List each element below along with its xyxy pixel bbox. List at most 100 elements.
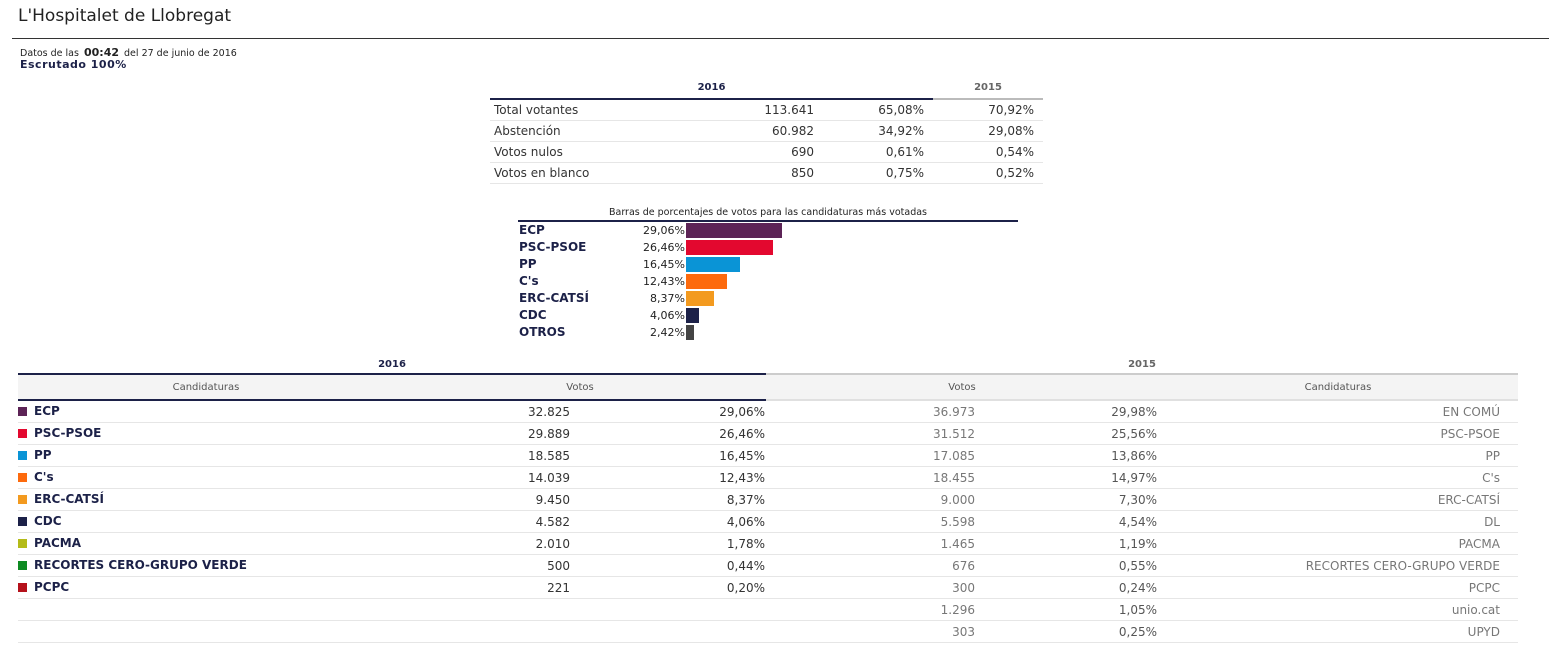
table-row: 1.296 1,05% unio.cat bbox=[18, 599, 1518, 621]
pct-2016: 4,06% bbox=[726, 515, 765, 529]
votes-2016: 221 bbox=[547, 581, 570, 595]
party-name: PSC-PSOE bbox=[34, 426, 102, 440]
chart-category-label: PSC-PSOE bbox=[519, 240, 587, 254]
votes-2016: 9.450 bbox=[535, 493, 570, 507]
summary-year-2016: 2016 bbox=[697, 82, 726, 93]
party-color-swatch bbox=[18, 429, 27, 438]
chart-bar-row: CDC 4,06% bbox=[518, 307, 1018, 324]
summary-pct-2016: 34,92% bbox=[878, 124, 924, 138]
chart-bar bbox=[686, 223, 782, 238]
votes-2015: 5.598 bbox=[940, 515, 975, 529]
party-name-2015: C's bbox=[1482, 471, 1500, 485]
table-row: RECORTES CERO-GRUPO VERDE 500 0,44% 676 0,55… bbox=[18, 555, 1518, 577]
chart-bar bbox=[686, 291, 714, 306]
chart-value-label: 2,42% bbox=[650, 326, 685, 339]
chart-bars: ECP 29,06% PSC-PSOE 26,46% PP 16,45% C's 12,43%… bbox=[518, 222, 1018, 341]
summary-header-rule bbox=[490, 98, 1043, 100]
party-name-2015: PP bbox=[1485, 449, 1500, 463]
summary-pct-2016: 65,08% bbox=[878, 103, 924, 117]
chart-bar bbox=[686, 257, 741, 272]
summary-row: Votos nulos 690 0,61% 0,54% bbox=[490, 142, 1043, 163]
table-row: PP 18.585 16,45% 17.085 13,86% PP bbox=[18, 445, 1518, 467]
participation-summary-table: 2016 2015 Total votantes 113.641 65,08% 70,… bbox=[490, 80, 1043, 184]
chart-value-label: 12,43% bbox=[643, 275, 685, 288]
chart-bar-row: PP 16,45% bbox=[518, 256, 1018, 273]
table-row: CDC 4.582 4,06% 5.598 4,54% DL bbox=[18, 511, 1518, 533]
summary-pct-2015: 0,52% bbox=[995, 166, 1034, 180]
timestamp-prefix: Datos de las bbox=[20, 48, 79, 59]
pct-2016: 29,06% bbox=[719, 405, 765, 419]
table-row: PCPC 221 0,20% 300 0,24% PCPC bbox=[18, 577, 1518, 599]
pct-2016: 12,43% bbox=[719, 471, 765, 485]
summary-pct-2015: 29,08% bbox=[988, 124, 1034, 138]
chart-category-label: OTROS bbox=[519, 325, 566, 339]
col-votos-prev: Votos bbox=[948, 382, 976, 393]
summary-year-header: 2016 2015 bbox=[490, 80, 1043, 98]
chart-bar bbox=[686, 274, 727, 289]
pct-2015: 4,54% bbox=[1118, 515, 1157, 529]
votes-2015: 1.465 bbox=[940, 537, 975, 551]
timestamp-date: del 27 de junio de 2016 bbox=[124, 48, 237, 59]
chart-value-label: 8,37% bbox=[650, 292, 685, 305]
votes-2015: 300 bbox=[952, 581, 975, 595]
summary-value: 850 bbox=[791, 166, 814, 180]
table-row: C's 14.039 12,43% 18.455 14,97% C's bbox=[18, 467, 1518, 489]
scrutiny-status: Escrutado 100% bbox=[20, 58, 127, 71]
pct-2015: 13,86% bbox=[1111, 449, 1157, 463]
votes-2015: 1.296 bbox=[940, 603, 975, 617]
party-name: PACMA bbox=[34, 536, 82, 550]
summary-year-2015: 2015 bbox=[974, 82, 1002, 93]
pct-2016: 26,46% bbox=[719, 427, 765, 441]
chart-category-label: ERC-CATSÍ bbox=[519, 291, 589, 305]
chart-category-label: PP bbox=[519, 257, 537, 271]
results-year-header: 2016 2015 bbox=[18, 356, 1518, 373]
party-name-2015: PSC-PSOE bbox=[1440, 427, 1500, 441]
party-color-swatch bbox=[18, 473, 27, 482]
col-votos: Votos bbox=[566, 382, 594, 393]
votes-2015: 31.512 bbox=[933, 427, 975, 441]
results-rows: ECP 32.825 29,06% 36.973 29,98% EN COMÚ PSC-PS… bbox=[18, 401, 1518, 643]
summary-rows: Total votantes 113.641 65,08% 70,92% Abstenc… bbox=[490, 100, 1043, 184]
chart-value-label: 29,06% bbox=[643, 224, 685, 237]
chart-value-label: 16,45% bbox=[643, 258, 685, 271]
page-title: L'Hospitalet de Llobregat bbox=[18, 6, 232, 26]
party-color-swatch bbox=[18, 407, 27, 416]
summary-row: Votos en blanco 850 0,75% 0,52% bbox=[490, 163, 1043, 184]
party-color-swatch bbox=[18, 561, 27, 570]
pct-2015: 14,97% bbox=[1111, 471, 1157, 485]
chart-value-label: 4,06% bbox=[650, 309, 685, 322]
party-color-swatch bbox=[18, 451, 27, 460]
party-name: C's bbox=[34, 470, 54, 484]
party-name-2015: RECORTES CERO-GRUPO VERDE bbox=[1305, 559, 1500, 573]
data-timestamp: Datos de las 00:42 del 27 de junio de 20… bbox=[20, 46, 237, 59]
votes-2015: 9.000 bbox=[940, 493, 975, 507]
chart-bar-row: ERC-CATSÍ 8,37% bbox=[518, 290, 1018, 307]
pct-2016: 16,45% bbox=[719, 449, 765, 463]
party-name: RECORTES CERO-GRUPO VERDE bbox=[34, 558, 247, 572]
chart-rule bbox=[518, 220, 1018, 222]
title-divider bbox=[12, 38, 1549, 39]
party-name-2015: unio.cat bbox=[1451, 603, 1500, 617]
pct-2016: 1,78% bbox=[726, 537, 765, 551]
chart-bar bbox=[686, 325, 694, 340]
party-color-swatch bbox=[18, 583, 27, 592]
party-name: PP bbox=[34, 448, 52, 462]
votes-2015: 303 bbox=[952, 625, 975, 639]
pct-2016: 8,37% bbox=[726, 493, 765, 507]
party-name-2015: PCPC bbox=[1468, 581, 1500, 595]
results-year-rule bbox=[18, 373, 1518, 375]
timestamp-time: 00:42 bbox=[83, 46, 119, 59]
summary-value: 113.641 bbox=[764, 103, 814, 117]
party-name-2015: DL bbox=[1484, 515, 1500, 529]
summary-row: Total votantes 113.641 65,08% 70,92% bbox=[490, 100, 1043, 121]
results-year-2015: 2015 bbox=[1128, 359, 1156, 370]
summary-label: Votos en blanco bbox=[494, 166, 590, 180]
votes-2015: 676 bbox=[952, 559, 975, 573]
votes-2016: 14.039 bbox=[528, 471, 570, 485]
party-color-swatch bbox=[18, 495, 27, 504]
summary-value: 60.982 bbox=[772, 124, 814, 138]
chart-category-label: C's bbox=[519, 274, 539, 288]
col-candidaturas: Candidaturas bbox=[172, 382, 240, 393]
party-color-swatch bbox=[18, 539, 27, 548]
summary-pct-2015: 0,54% bbox=[995, 145, 1034, 159]
